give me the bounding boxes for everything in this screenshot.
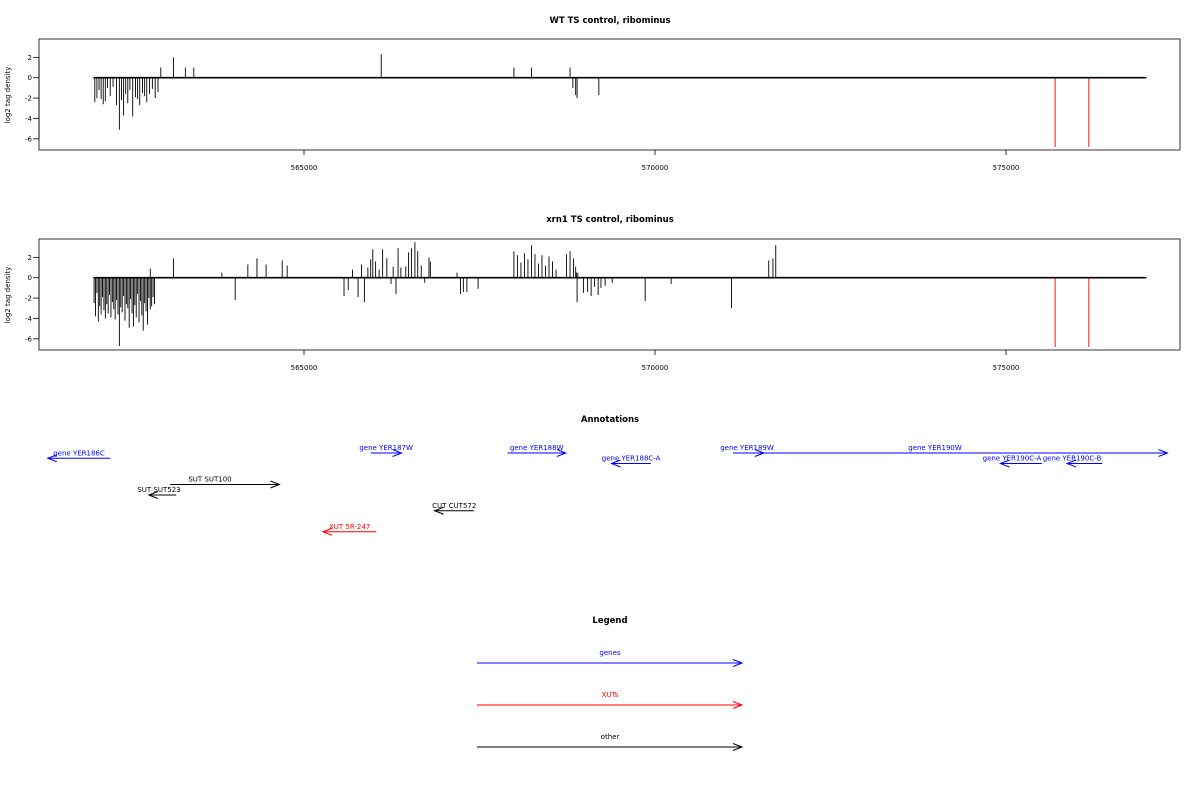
xrn1-plot-frame (38, 238, 1181, 351)
legend-items: genes XUTs other (477, 649, 744, 751)
annotation-label: gene YER188C-A (602, 455, 661, 463)
legend-arrowhead (732, 743, 744, 751)
annotation-label: gene YER190C-B (1043, 455, 1102, 463)
wt-y-tick-label: 0 (28, 74, 32, 82)
wt-y-axis-label: log2 tag density (4, 67, 12, 124)
annotation-features: gene YER186C gene YER187W gene YER188W gene… (46, 444, 1169, 536)
wt-x-tick-label: 570000 (642, 164, 669, 172)
legend-label: XUTs (602, 691, 619, 699)
annotation-label: gene YER190W (908, 444, 962, 452)
annotation-feature: gene YER188C-A (602, 455, 661, 468)
annotation-arrowhead (999, 459, 1010, 468)
wt-y-tick-label: -6 (25, 135, 33, 143)
annotation-arrowhead (147, 491, 159, 499)
annotation-feature: XUT 5R-247 (321, 523, 377, 536)
annotation-arrowhead (610, 459, 621, 468)
legend-panel: Legend genes XUTs other (477, 616, 744, 751)
wt-x-axis: 565000 570000 575000 (291, 150, 1020, 172)
xrn1-y-tick-label: 0 (28, 274, 32, 282)
xrn1-panel-title: xrn1 TS control, ribominus (546, 215, 674, 225)
wt-x-tick-label: 565000 (291, 164, 318, 172)
xrn1-y-axis-label: log2 tag density (4, 267, 12, 324)
annotation-feature: gene YER190W (763, 444, 1169, 457)
xrn1-y-tick-label: -6 (25, 335, 33, 343)
xrn1-x-tick-label: 575000 (993, 364, 1020, 372)
annotation-label: gene YER190C-A (983, 455, 1042, 463)
annotation-label: gene YER189W (720, 444, 774, 452)
annotation-arrowhead (1158, 449, 1169, 457)
legend-item: genes (477, 649, 744, 667)
xrn1-y-tick-label: -4 (25, 315, 33, 323)
annotation-feature: gene YER186C (46, 449, 111, 463)
annotation-feature: gene YER190C-A (983, 455, 1042, 468)
wt-y-axis: 2 0 -2 -4 -6 (25, 54, 40, 143)
xrn1-x-axis: 565000 570000 575000 (291, 350, 1020, 372)
legend-label: genes (599, 649, 620, 657)
annotation-feature: gene YER187W (359, 444, 413, 457)
annotation-arrowhead (270, 480, 281, 489)
annotation-label: XUT 5R-247 (329, 523, 370, 531)
annotation-arrowhead (556, 449, 568, 457)
annotation-feature: CUT CUT572 (432, 502, 476, 515)
wt-y-tick-label: -2 (25, 95, 32, 103)
annotations-title: Annotations (581, 415, 639, 425)
annotation-arrowhead (392, 449, 403, 457)
xrn1-y-axis: 2 0 -2 -4 -6 (25, 254, 40, 343)
legend-item: XUTs (477, 691, 744, 709)
annotation-label: SUT SUT100 (188, 476, 231, 484)
annotation-feature: gene YER190C-B (1043, 455, 1103, 468)
annotation-label: gene YER187W (359, 444, 413, 452)
wt-y-tick-label: -4 (25, 115, 33, 123)
annotation-arrowhead (321, 527, 333, 536)
wt-x-tick-label: 575000 (993, 164, 1020, 172)
xrn1-y-tick-label: 2 (28, 254, 32, 262)
legend-label: other (601, 733, 620, 741)
xrn1-x-tick-label: 565000 (291, 364, 318, 372)
xrn1-x-tick-label: 570000 (642, 364, 669, 372)
annotation-feature: SUT SUT100 (169, 476, 281, 489)
wt-y-tick-label: 2 (28, 54, 32, 62)
annotation-feature: gene YER188W (507, 444, 568, 457)
annotation-label: SUT SUT523 (137, 486, 180, 494)
annotation-feature: gene YER189W (720, 444, 774, 457)
annotation-feature: SUT SUT523 (137, 486, 181, 499)
legend-arrowhead (732, 659, 744, 667)
annotation-arrowhead (433, 506, 444, 515)
legend-title: Legend (592, 616, 627, 626)
annotation-label: gene YER188W (510, 444, 564, 452)
annotation-arrowhead (1065, 459, 1077, 468)
wt-bars (93, 54, 1147, 147)
legend-item: other (477, 733, 744, 751)
annotation-arrowhead (46, 454, 57, 463)
wt-panel: WT TS control, ribominus log2 tag densit… (4, 16, 1181, 172)
annotation-label: CUT CUT572 (432, 502, 476, 510)
wt-plot-frame (38, 38, 1181, 151)
annotation-label: gene YER186C (53, 449, 105, 457)
xrn1-panel: xrn1 TS control, ribominus log2 tag dens… (4, 215, 1181, 372)
xrn1-y-tick-label: -2 (25, 295, 32, 303)
legend-arrowhead (732, 701, 744, 709)
wt-panel-title: WT TS control, ribominus (549, 16, 670, 26)
xrn1-bars (93, 242, 1147, 347)
